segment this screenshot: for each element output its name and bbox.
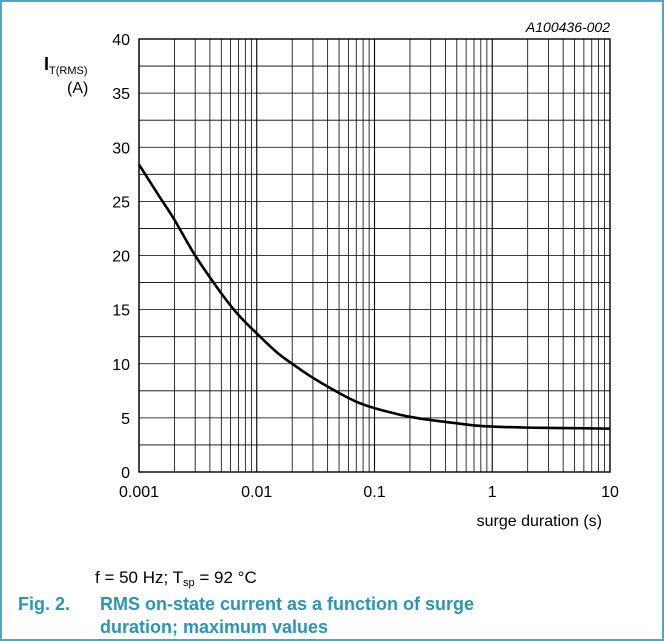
conditions-sub: sp — [183, 577, 195, 589]
conditions-rest: = 92 °C — [194, 568, 257, 587]
y-tick-label: 35 — [112, 86, 130, 103]
y-tick-label: 15 — [112, 303, 130, 320]
x-tick-label: 0.001 — [119, 484, 159, 501]
y-tick-label: 40 — [112, 32, 130, 49]
x-tick-label: 1 — [488, 484, 497, 501]
chart: 0.001 0.01 0.1 1 10 0 5 10 15 20 25 30 35 40 A100436-… — [44, 19, 619, 530]
y-tick-label: 20 — [112, 249, 130, 266]
x-tick-label: 10 — [601, 484, 619, 501]
x-axis-label: surge duration (s) — [477, 513, 602, 530]
x-tick-label: 0.01 — [241, 484, 272, 501]
y-tick-label: 10 — [112, 357, 130, 374]
series-curve — [137, 163, 611, 430]
y-axis-label-sub: T(RMS) — [49, 65, 88, 77]
conditions-f: f = 50 Hz; T — [95, 568, 184, 587]
y-axis-unit: (A) — [67, 80, 88, 97]
conditions-note: f = 50 Hz; Tsp = 92 °C — [95, 568, 257, 589]
tick-labels: 0.001 0.01 0.1 1 10 0 5 10 15 20 25 30 35 40 — [112, 32, 619, 501]
figure-caption: Fig. 2. RMS on-state current as a functi… — [18, 593, 538, 639]
y-tick-label: 30 — [112, 140, 130, 157]
caption-number: Fig. 2. — [18, 594, 71, 614]
plot-frame — [138, 38, 611, 473]
y-tick-label: 0 — [121, 465, 130, 482]
y-tick-label: 25 — [112, 194, 130, 211]
y-axis-label-main: I — [44, 54, 49, 74]
caption-text: RMS on-state current as a function of su… — [100, 594, 475, 637]
x-tick-label: 0.1 — [363, 484, 385, 501]
reference-code: A100436-002 — [525, 19, 610, 35]
grid — [138, 38, 611, 473]
y-tick-label: 5 — [121, 411, 130, 428]
y-axis-label: IT(RMS) — [44, 54, 88, 77]
